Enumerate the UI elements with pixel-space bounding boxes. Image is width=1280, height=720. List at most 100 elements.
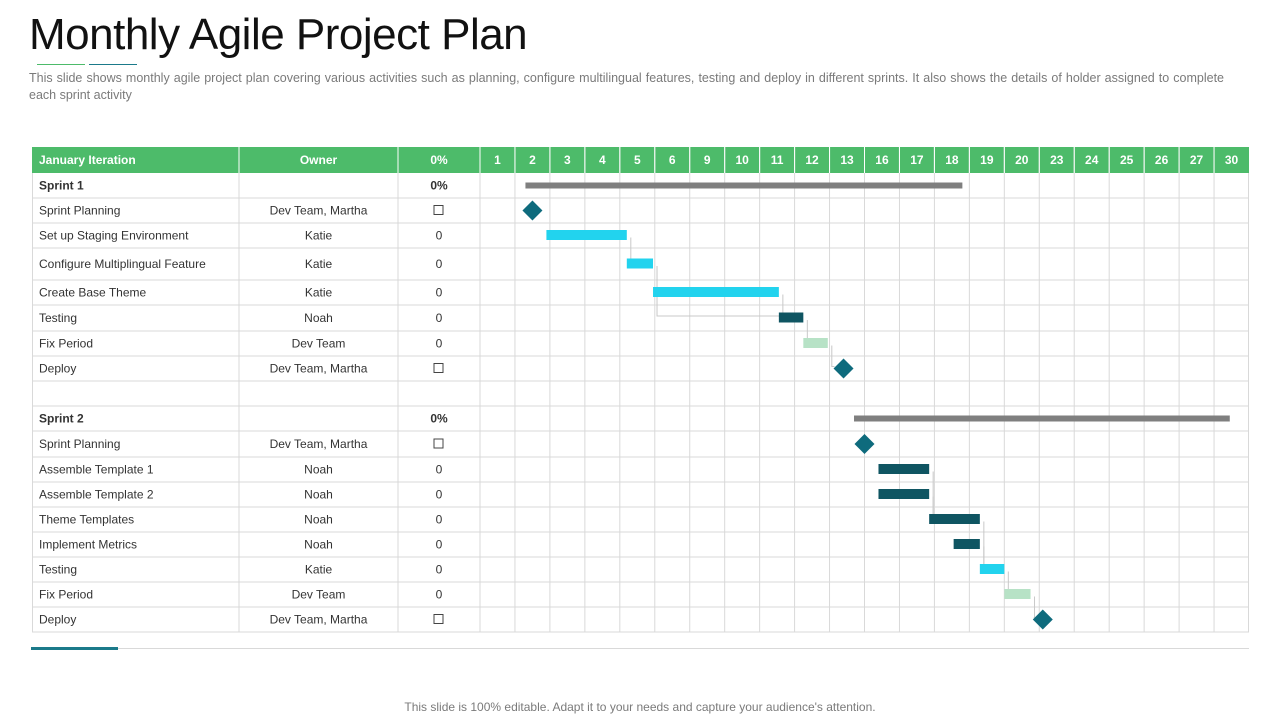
slide-subtitle: This slide shows monthly agile project p… (29, 71, 1224, 102)
header-day: 27 (1190, 153, 1204, 167)
task-owner: Noah (304, 311, 333, 325)
task-name: Sprint 2 (39, 412, 84, 426)
sprint-summary-bar (525, 182, 963, 189)
header-day: 30 (1225, 153, 1239, 167)
task-name: Sprint Planning (39, 437, 120, 451)
task-bar (953, 539, 980, 549)
task-owner: Noah (304, 488, 333, 502)
task-name: Fix Period (39, 588, 93, 602)
task-progress: 0 (436, 286, 443, 300)
task-name: Fix Period (39, 337, 93, 351)
task-bar (929, 514, 980, 524)
task-progress: 0% (430, 412, 448, 426)
task-bar (546, 230, 627, 240)
header-day: 5 (634, 153, 641, 167)
task-name: Configure Multiplingual Feature (39, 257, 206, 271)
task-name: Implement Metrics (39, 538, 137, 552)
task-name: Assemble Template 2 (39, 488, 154, 502)
header-day: 23 (1050, 153, 1064, 167)
task-progress: 0 (436, 229, 443, 243)
task-name: Create Base Theme (39, 286, 146, 300)
task-owner: Dev Team, Martha (270, 362, 368, 376)
header-day: 24 (1085, 153, 1099, 167)
task-progress: 0 (436, 337, 443, 351)
milestone-checkbox[interactable] (433, 614, 444, 624)
header-day: 11 (771, 153, 784, 167)
task-bar (803, 338, 828, 348)
header-day: 20 (1015, 153, 1029, 167)
task-owner: Katie (305, 286, 333, 300)
header-day: 26 (1155, 153, 1169, 167)
task-owner: Dev Team, Martha (270, 437, 368, 451)
task-bar (979, 564, 1005, 574)
header-progress: 0% (430, 153, 448, 167)
task-bar (878, 464, 930, 474)
task-progress: 0 (436, 513, 443, 527)
milestone-diamond (522, 200, 543, 221)
task-bar (1004, 589, 1031, 599)
task-bar (778, 312, 804, 323)
dependency-connector (831, 345, 835, 367)
task-name: Deploy (39, 362, 76, 376)
task-name: Theme Templates (39, 513, 134, 527)
task-progress: 0 (436, 538, 443, 552)
task-owner: Dev Team, Martha (270, 613, 368, 627)
header-day: 12 (805, 153, 819, 167)
dependency-connector (627, 237, 632, 263)
milestone-diamond (1032, 609, 1053, 630)
task-name: Testing (39, 563, 77, 577)
header-day: 3 (564, 153, 571, 167)
task-owner: Noah (304, 463, 333, 477)
header-day: 2 (529, 153, 536, 167)
bottom-divider (32, 648, 1249, 649)
task-progress: 0 (436, 311, 443, 325)
task-bar (878, 489, 930, 499)
dependency-connector (656, 266, 780, 317)
task-owner: Noah (304, 538, 333, 552)
header-day: 10 (735, 153, 749, 167)
task-owner: Katie (305, 229, 333, 243)
header-task: January Iteration (39, 153, 136, 167)
dependency-connector (1033, 596, 1036, 618)
task-bar (653, 287, 779, 297)
header-day: 17 (910, 153, 924, 167)
task-name: Set up Staging Environment (39, 229, 189, 243)
task-progress: 0% (430, 179, 448, 193)
task-owner: Katie (305, 257, 333, 271)
task-owner: Noah (304, 513, 333, 527)
gantt-chart: January Iteration Owner 0% 1 2 3 4 5 6 9 10 11 12 13 1… (32, 147, 1249, 633)
task-name: Deploy (39, 613, 76, 627)
header-day: 25 (1120, 153, 1134, 167)
task-owner: Dev Team (292, 337, 346, 351)
task-name: Testing (39, 311, 77, 325)
task-bar (626, 258, 654, 269)
milestone-checkbox[interactable] (433, 205, 444, 215)
header-owner: Owner (300, 153, 338, 167)
title-accent-green (37, 64, 85, 65)
task-progress: 0 (436, 488, 443, 502)
task-progress: 0 (436, 463, 443, 477)
header-day: 16 (875, 153, 889, 167)
slide-title: Monthly Agile Project Plan (29, 10, 528, 59)
slide-footer: This slide is 100% editable. Adapt it to… (404, 700, 876, 714)
task-progress: 0 (436, 563, 443, 577)
task-name: Assemble Template 1 (39, 463, 154, 477)
header-day: 4 (599, 153, 606, 167)
task-owner: Katie (305, 563, 333, 577)
bottom-accent (31, 647, 118, 650)
task-name: Sprint 1 (39, 179, 84, 193)
milestone-diamond (854, 434, 875, 454)
header-day: 6 (669, 153, 676, 167)
header-row (32, 147, 1249, 173)
title-accent-teal (89, 64, 137, 65)
task-progress: 0 (436, 588, 443, 602)
header-day: 18 (945, 153, 959, 167)
header-day: 1 (494, 153, 501, 167)
milestone-checkbox[interactable] (433, 363, 444, 373)
header-day: 9 (704, 153, 711, 167)
milestone-checkbox[interactable] (433, 438, 444, 449)
task-owner: Dev Team (292, 588, 346, 602)
task-owner: Dev Team, Martha (270, 204, 368, 218)
task-name: Sprint Planning (39, 204, 120, 218)
header-day: 13 (840, 153, 854, 167)
